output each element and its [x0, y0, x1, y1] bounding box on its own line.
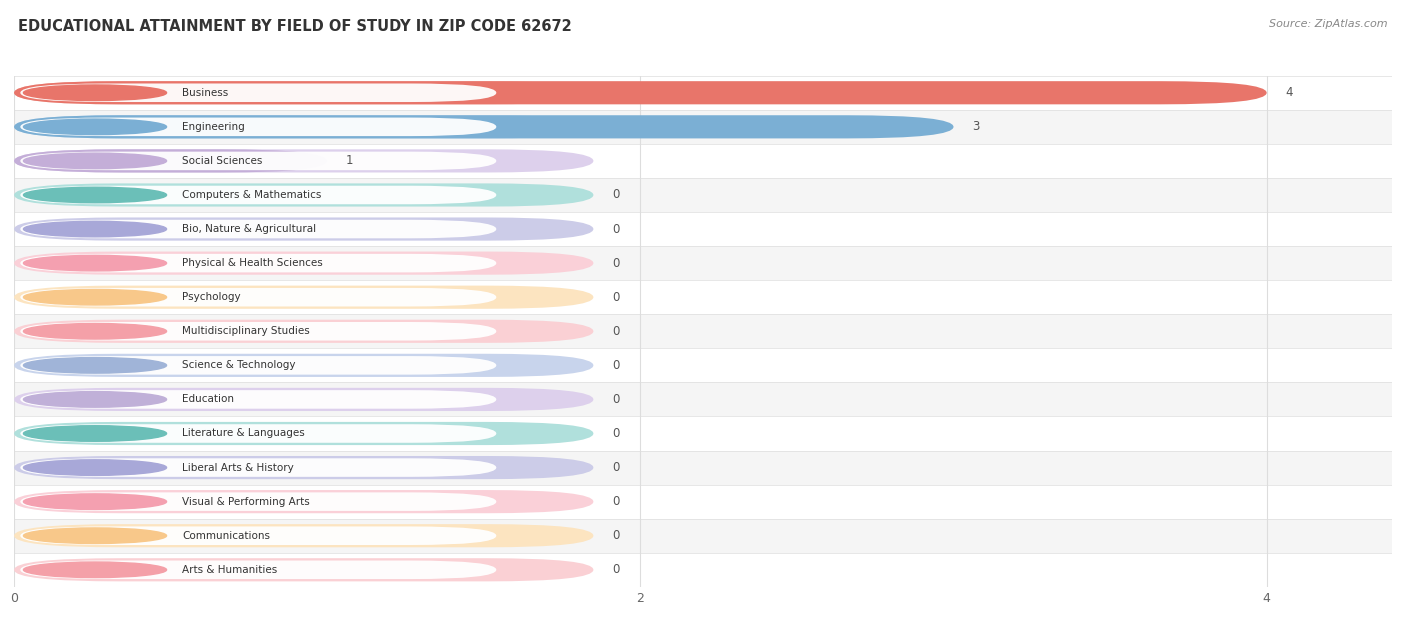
Circle shape	[24, 358, 166, 373]
Text: 0: 0	[612, 325, 620, 338]
FancyBboxPatch shape	[20, 458, 496, 477]
Text: Source: ZipAtlas.com: Source: ZipAtlas.com	[1270, 19, 1388, 29]
Text: Multidisciplinary Studies: Multidisciplinary Studies	[183, 326, 309, 336]
Bar	[14, 416, 1392, 451]
Text: 0: 0	[612, 529, 620, 542]
FancyBboxPatch shape	[20, 390, 496, 409]
Circle shape	[24, 85, 166, 100]
FancyBboxPatch shape	[14, 422, 593, 445]
FancyBboxPatch shape	[14, 81, 593, 104]
FancyBboxPatch shape	[14, 252, 593, 274]
FancyBboxPatch shape	[14, 320, 593, 343]
Bar	[14, 485, 1392, 519]
Bar	[14, 314, 1392, 348]
Bar	[14, 519, 1392, 553]
Text: 0: 0	[612, 461, 620, 474]
Circle shape	[24, 324, 166, 339]
FancyBboxPatch shape	[20, 356, 496, 375]
Circle shape	[24, 153, 166, 168]
FancyBboxPatch shape	[20, 117, 496, 136]
Text: 0: 0	[612, 257, 620, 269]
FancyBboxPatch shape	[20, 254, 496, 273]
Circle shape	[24, 187, 166, 203]
FancyBboxPatch shape	[14, 150, 593, 172]
Text: 3: 3	[973, 121, 980, 133]
Text: 0: 0	[612, 223, 620, 235]
Text: 0: 0	[612, 495, 620, 508]
Circle shape	[24, 528, 166, 543]
FancyBboxPatch shape	[14, 456, 593, 479]
FancyBboxPatch shape	[14, 490, 593, 513]
FancyBboxPatch shape	[20, 83, 496, 102]
Circle shape	[24, 426, 166, 441]
FancyBboxPatch shape	[20, 151, 496, 170]
Text: Physical & Health Sciences: Physical & Health Sciences	[183, 258, 323, 268]
Circle shape	[24, 494, 166, 509]
Text: Social Sciences: Social Sciences	[183, 156, 263, 166]
FancyBboxPatch shape	[20, 186, 496, 204]
Text: 0: 0	[612, 359, 620, 372]
FancyBboxPatch shape	[14, 286, 593, 309]
Text: Communications: Communications	[183, 531, 270, 541]
Text: 4: 4	[1285, 86, 1294, 99]
Text: 0: 0	[612, 563, 620, 576]
Circle shape	[24, 290, 166, 305]
FancyBboxPatch shape	[14, 184, 593, 206]
Bar	[14, 212, 1392, 246]
Text: Business: Business	[183, 88, 228, 98]
FancyBboxPatch shape	[14, 81, 1267, 104]
Bar	[14, 246, 1392, 280]
FancyBboxPatch shape	[14, 388, 593, 411]
Text: 1: 1	[346, 155, 353, 167]
Bar	[14, 110, 1392, 144]
Bar	[14, 553, 1392, 587]
FancyBboxPatch shape	[14, 558, 593, 581]
FancyBboxPatch shape	[14, 115, 593, 138]
FancyBboxPatch shape	[14, 150, 328, 172]
Text: Psychology: Psychology	[183, 292, 240, 302]
Text: Engineering: Engineering	[183, 122, 245, 132]
Text: Arts & Humanities: Arts & Humanities	[183, 565, 277, 575]
FancyBboxPatch shape	[20, 424, 496, 443]
Text: Science & Technology: Science & Technology	[183, 360, 295, 370]
Bar	[14, 451, 1392, 485]
Text: Literature & Languages: Literature & Languages	[183, 428, 305, 439]
FancyBboxPatch shape	[20, 322, 496, 341]
Text: 0: 0	[612, 427, 620, 440]
Bar	[14, 280, 1392, 314]
Bar	[14, 144, 1392, 178]
FancyBboxPatch shape	[14, 524, 593, 547]
Circle shape	[24, 221, 166, 237]
FancyBboxPatch shape	[20, 288, 496, 307]
Text: 0: 0	[612, 291, 620, 304]
Circle shape	[24, 460, 166, 475]
FancyBboxPatch shape	[14, 115, 953, 138]
Circle shape	[24, 119, 166, 134]
FancyBboxPatch shape	[20, 220, 496, 239]
Bar	[14, 348, 1392, 382]
Bar	[14, 178, 1392, 212]
Text: EDUCATIONAL ATTAINMENT BY FIELD OF STUDY IN ZIP CODE 62672: EDUCATIONAL ATTAINMENT BY FIELD OF STUDY…	[18, 19, 572, 34]
Text: Bio, Nature & Agricultural: Bio, Nature & Agricultural	[183, 224, 316, 234]
Bar	[14, 382, 1392, 416]
Text: Education: Education	[183, 394, 235, 404]
FancyBboxPatch shape	[14, 218, 593, 240]
Text: Liberal Arts & History: Liberal Arts & History	[183, 463, 294, 473]
Circle shape	[24, 562, 166, 577]
Circle shape	[24, 256, 166, 271]
FancyBboxPatch shape	[14, 354, 593, 377]
FancyBboxPatch shape	[20, 560, 496, 579]
Circle shape	[24, 392, 166, 407]
FancyBboxPatch shape	[20, 526, 496, 545]
Text: Computers & Mathematics: Computers & Mathematics	[183, 190, 322, 200]
Text: 0: 0	[612, 393, 620, 406]
FancyBboxPatch shape	[20, 492, 496, 511]
Bar	[14, 76, 1392, 110]
Text: Visual & Performing Arts: Visual & Performing Arts	[183, 497, 309, 507]
Text: 0: 0	[612, 189, 620, 201]
